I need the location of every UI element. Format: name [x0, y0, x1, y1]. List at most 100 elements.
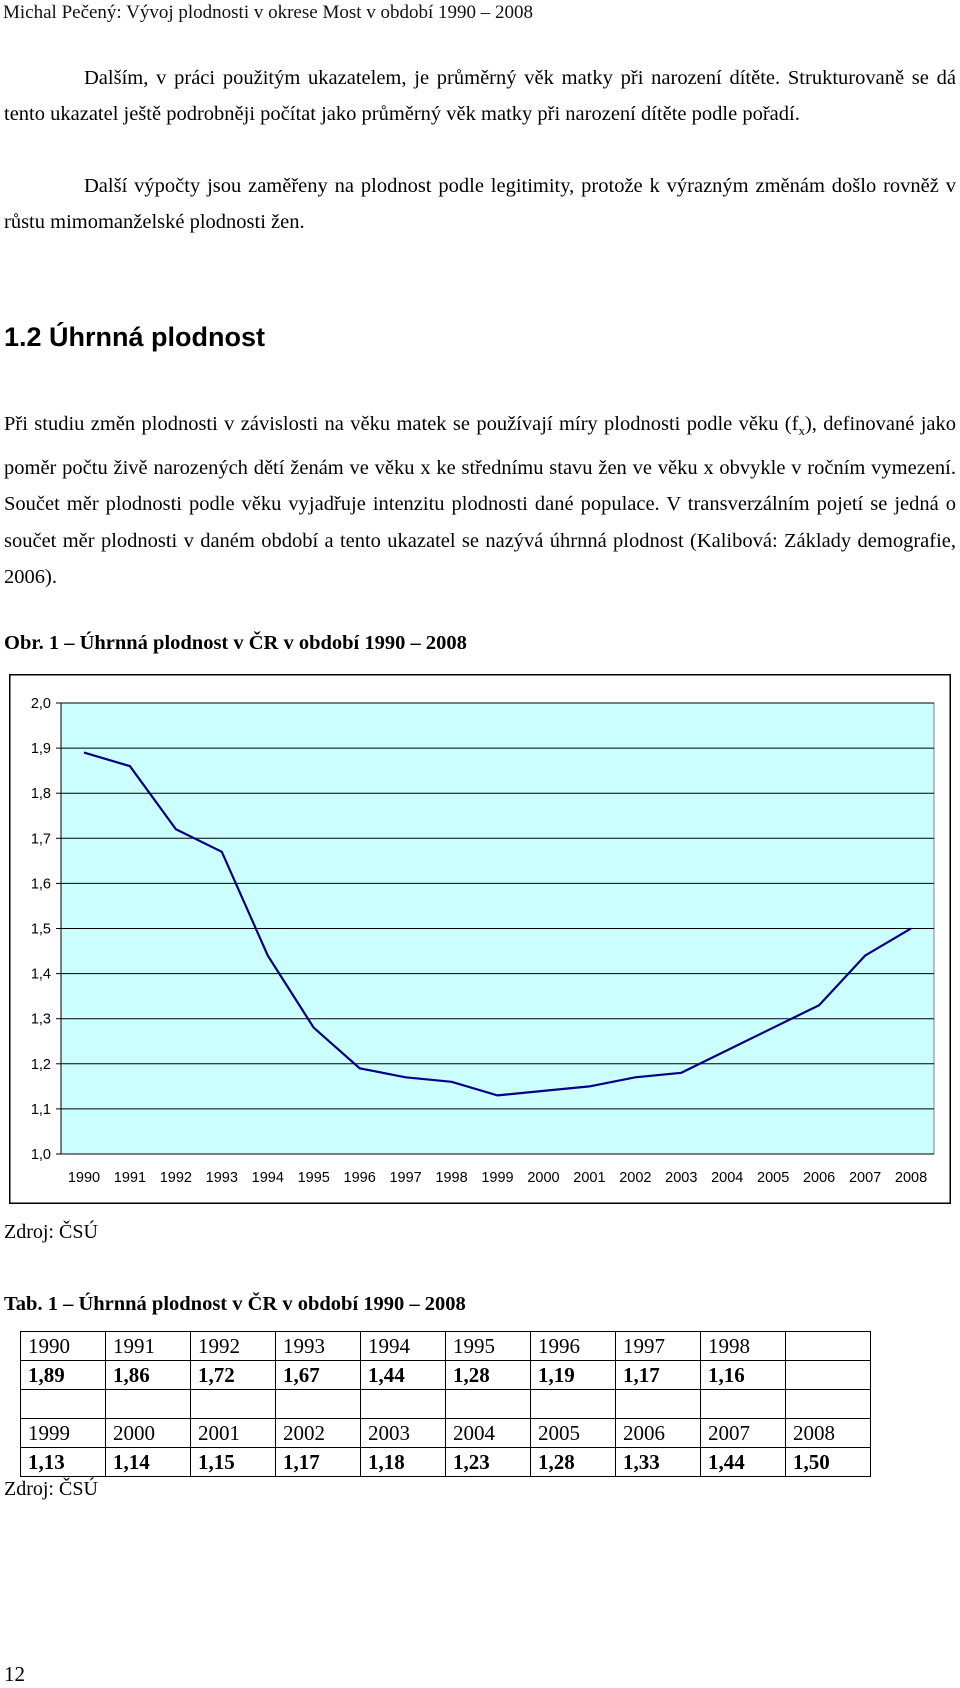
x-tick-label: 2002: [619, 1170, 651, 1186]
table-cell: 1991: [105, 1331, 191, 1361]
table-cell: 2007: [700, 1418, 786, 1448]
table-cell: 2004: [445, 1418, 531, 1448]
x-tick-label: 2007: [849, 1170, 881, 1186]
table-cell: 1,67: [275, 1360, 361, 1390]
x-tick-label: 2008: [895, 1170, 927, 1186]
x-tick-label: 1991: [114, 1170, 146, 1186]
y-tick-label: 1,4: [31, 967, 51, 983]
x-tick-label: 1998: [435, 1170, 467, 1186]
table-cell: [275, 1389, 361, 1419]
table-cell: 1,14: [105, 1447, 191, 1477]
x-tick-label: 1996: [344, 1170, 376, 1186]
table-cell: 1,72: [190, 1360, 276, 1390]
table-cell: 1990: [20, 1331, 106, 1361]
table-cell: 1,19: [530, 1360, 616, 1390]
table-row: 1,13 1,14 1,15 1,17 1,18 1,23 1,28 1,33 1,44 1,50: [20, 1447, 871, 1477]
x-tick-label: 1995: [298, 1170, 330, 1186]
fertility-table: 1990 1991 1992 1993 1994 1995 1996 1997 1998 1,89…: [20, 1331, 871, 1477]
x-tick-label: 2005: [757, 1170, 789, 1186]
running-title: Michal Pečený: Vývoj plodnosti v okrese …: [3, 2, 534, 23]
fertility-line-chart: 1,0 1,1 1,2 1,3 1,4 1,5 1,6 1,7 1,8 1,9 2,0 1990 19…: [9, 674, 951, 1204]
table-cell: 1,50: [785, 1447, 871, 1477]
figure-caption: Obr. 1 – Úhrnná plodnost v ČR v období 1…: [4, 632, 467, 654]
x-tick-label: 2006: [803, 1170, 835, 1186]
table-cell: 1998: [700, 1331, 786, 1361]
table-cell: 2005: [530, 1418, 616, 1448]
table-cell: [190, 1389, 276, 1419]
table-cell: 1999: [20, 1418, 106, 1448]
table-cell: 1,28: [445, 1360, 531, 1390]
table-cell: [700, 1389, 786, 1419]
intro-paragraph-2: Další výpočty jsou zaměřeny na plodnost …: [4, 175, 956, 233]
y-tick-label: 1,0: [31, 1147, 51, 1163]
table-cell: [360, 1389, 446, 1419]
table-cell: 1,44: [360, 1360, 446, 1390]
table-cell: 1,13: [20, 1447, 106, 1477]
table-cell: 2000: [105, 1418, 191, 1448]
table-cell: 2001: [190, 1418, 276, 1448]
table-cell: [20, 1389, 106, 1419]
table-cell: 1,89: [20, 1360, 106, 1390]
figure-source: Zdroj: ČSÚ: [4, 1221, 98, 1243]
y-tick-label: 2,0: [31, 696, 51, 712]
table-cell: 1,86: [105, 1360, 191, 1390]
table-cell: 1,17: [615, 1360, 701, 1390]
page-number: 12: [4, 1662, 25, 1686]
section-paragraph: Při studiu změn plodnosti v závislosti n…: [4, 406, 956, 596]
x-tick-label: 1993: [206, 1170, 238, 1186]
table-cell: 1,15: [190, 1447, 276, 1477]
series-line: [83, 751, 912, 1097]
table-cell: 1,44: [700, 1447, 786, 1477]
section-paragraph-subscript: x: [798, 423, 805, 439]
x-tick-label: 2000: [527, 1170, 559, 1186]
table-row: 1999 2000 2001 2002 2003 2004 2005 2006 2007 2008: [20, 1418, 871, 1448]
table-cell: [615, 1389, 701, 1419]
y-tick-label: 1,9: [31, 741, 51, 757]
table-cell: [785, 1389, 871, 1419]
x-tick-label: 2003: [665, 1170, 697, 1186]
x-tick-label: 2001: [573, 1170, 605, 1186]
table-cell: 1996: [530, 1331, 616, 1361]
x-tick-label: 1997: [389, 1170, 421, 1186]
table-cell: 2003: [360, 1418, 446, 1448]
table-caption: Tab. 1 – Úhrnná plodnost v ČR v období 1…: [4, 1293, 466, 1315]
table-source: Zdroj: ČSÚ: [4, 1478, 98, 1500]
table-cell: 1,18: [360, 1447, 446, 1477]
y-tick-label: 1,6: [31, 876, 51, 892]
table-cell: [530, 1389, 616, 1419]
table-cell: 1997: [615, 1331, 701, 1361]
x-tick-label: 1990: [68, 1170, 100, 1186]
intro-paragraph-1: Dalším, v práci použitým ukazatelem, je …: [4, 67, 956, 125]
y-tick-label: 1,3: [31, 1012, 51, 1028]
y-tick-label: 1,8: [31, 786, 51, 802]
table-cell: 1995: [445, 1331, 531, 1361]
y-tick-label: 1,2: [31, 1057, 51, 1073]
table-cell: 1993: [275, 1331, 361, 1361]
y-tick-label: 1,7: [31, 831, 51, 847]
table-cell: [785, 1331, 871, 1361]
table-cell: [445, 1389, 531, 1419]
y-tick-label: 1,5: [31, 922, 51, 938]
table-cell: 2002: [275, 1418, 361, 1448]
table-cell: 1,17: [275, 1447, 361, 1477]
section-paragraph-part-1: Při studiu změn plodnosti v závislosti n…: [4, 413, 799, 435]
table-cell: 2006: [615, 1418, 701, 1448]
table-cell: 1,23: [445, 1447, 531, 1477]
table-cell: 1994: [360, 1331, 446, 1361]
table-cell: 1,28: [530, 1447, 616, 1477]
table-row: 1,89 1,86 1,72 1,67 1,44 1,28 1,19 1,17 1,16: [20, 1360, 871, 1390]
table-row: [20, 1389, 871, 1419]
x-tick-label: 1999: [481, 1170, 513, 1186]
section-paragraph-part-2: ), definované jako poměr počtu živě naro…: [4, 413, 956, 589]
table-cell: 1,16: [700, 1360, 786, 1390]
table-row: 1990 1991 1992 1993 1994 1995 1996 1997 1998: [20, 1331, 871, 1361]
x-tick-label: 1992: [160, 1170, 192, 1186]
x-tick-label: 1994: [252, 1170, 284, 1186]
y-tick-label: 1,1: [31, 1102, 51, 1118]
table-cell: 1992: [190, 1331, 276, 1361]
x-tick-label: 2004: [711, 1170, 743, 1186]
table-cell: 1,33: [615, 1447, 701, 1477]
table-cell: [785, 1360, 871, 1390]
table-cell: 2008: [785, 1418, 871, 1448]
section-heading: 1.2 Úhrnná plodnost: [4, 322, 266, 352]
